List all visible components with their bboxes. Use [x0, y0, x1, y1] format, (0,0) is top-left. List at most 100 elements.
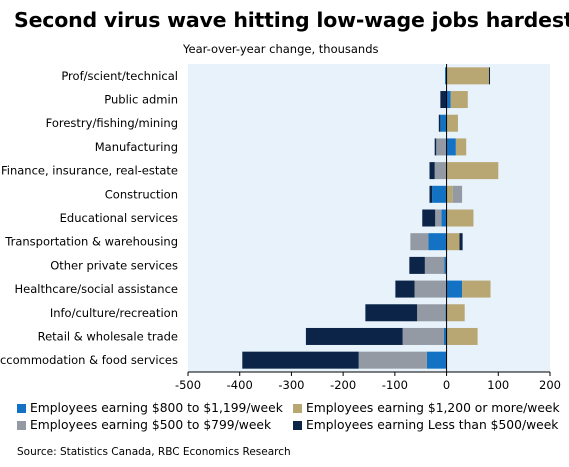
- bar-group: [242, 351, 447, 369]
- bar-segment: [446, 233, 460, 251]
- bar-group: [410, 233, 463, 251]
- legend-swatch-500-799: [17, 420, 26, 430]
- bar-groups: [242, 67, 499, 369]
- bar-segment: [452, 185, 463, 203]
- category-label: Transportation & warehousing: [4, 235, 178, 249]
- bar-segment: [441, 209, 447, 227]
- bar-group: [429, 162, 499, 180]
- bar-segment: [414, 280, 447, 298]
- bar-group: [429, 185, 463, 203]
- bar-segment: [410, 233, 429, 251]
- bar-segment: [446, 138, 456, 156]
- bar-segment: [455, 138, 467, 156]
- bar-segment: [395, 280, 415, 298]
- bar-segment: [402, 327, 444, 345]
- bar-segment: [434, 162, 447, 180]
- bar-segment: [432, 185, 447, 203]
- legend-swatch-1200-plus: [293, 403, 302, 413]
- bar-segment: [422, 209, 436, 227]
- legend-item-under-500: Employees earning Less than $500/week: [293, 418, 558, 432]
- bar-segment: [436, 138, 447, 156]
- bar-group: [395, 280, 491, 298]
- x-axis-ticks: -500 -400 -300 -200 -100 0 100 200: [175, 372, 561, 392]
- category-label: Manufacturing: [95, 140, 178, 154]
- bar-group: [305, 327, 478, 345]
- bar-group: [445, 67, 491, 85]
- x-tick-label: -200: [330, 378, 356, 392]
- legend-item-1200-plus: Employees earning $1,200 or more/week: [293, 401, 560, 415]
- bar-segment: [443, 327, 447, 345]
- bar-segment: [462, 280, 491, 298]
- x-tick-label: 200: [539, 378, 561, 392]
- bar-segment: [445, 67, 447, 85]
- bar-segment: [242, 351, 359, 369]
- bar-segment: [429, 185, 433, 203]
- category-label: Accommodation & food services: [0, 353, 178, 367]
- bar-segment: [435, 209, 442, 227]
- bar-segment: [365, 304, 418, 322]
- category-label: Prof/scient/technical: [61, 69, 178, 83]
- x-tick-label: -400: [227, 378, 253, 392]
- category-label: Other private services: [50, 258, 178, 272]
- bar-group: [434, 138, 467, 156]
- legend-swatch-800-1199: [17, 403, 26, 413]
- bar-segment: [446, 304, 465, 322]
- category-label: Forestry/fishing/mining: [46, 116, 178, 130]
- legend-swatch-under-500: [293, 420, 302, 430]
- stacked-bar-chart: -500 -400 -300 -200 -100 0 100 200 Prof/scient/…: [0, 64, 561, 392]
- category-label: Healthcare/social assistance: [15, 282, 178, 296]
- bar-group: [422, 209, 474, 227]
- bar-group: [409, 256, 447, 274]
- bar-segment: [446, 327, 478, 345]
- category-label: Educational services: [60, 211, 178, 225]
- category-label: Retail & wholesale trade: [38, 329, 178, 343]
- bar-segment: [426, 351, 447, 369]
- bar-segment: [444, 256, 447, 274]
- plot-area: [188, 64, 550, 372]
- bar-segment: [409, 256, 425, 274]
- category-label: Info/culture/recreation: [50, 306, 178, 320]
- legend-label-1200-plus: Employees earning $1,200 or more/week: [306, 401, 560, 415]
- legend-label-500-799: Employees earning $500 to $799/week: [30, 418, 272, 432]
- chart-title: Second virus wave hitting low-wage jobs …: [14, 8, 569, 32]
- category-label: Public admin: [104, 93, 178, 107]
- bar-segment: [446, 185, 453, 203]
- bar-segment: [440, 91, 447, 109]
- bar-segment: [429, 162, 435, 180]
- bar-segment: [440, 114, 447, 132]
- bar-segment: [446, 91, 451, 109]
- bar-segment: [446, 209, 474, 227]
- bar-group: [365, 304, 465, 322]
- bar-segment: [488, 67, 491, 85]
- bar-segment: [450, 91, 468, 109]
- category-label: Construction: [105, 187, 178, 201]
- bar-segment: [434, 138, 437, 156]
- bar-segment: [445, 304, 447, 322]
- bar-group: [438, 114, 458, 132]
- x-tick-label: -100: [382, 378, 408, 392]
- bar-segment: [446, 114, 458, 132]
- bar-segment: [446, 67, 489, 85]
- legend-label-800-1199: Employees earning $800 to $1,199/week: [30, 401, 283, 415]
- bar-group: [440, 91, 468, 109]
- x-tick-label: 100: [487, 378, 509, 392]
- bar-segment: [358, 351, 427, 369]
- bar-segment: [446, 162, 499, 180]
- bar-segment: [446, 280, 463, 298]
- bar-segment: [459, 233, 463, 251]
- bar-segment: [438, 114, 441, 132]
- chart-subtitle: Year-over-year change, thousands: [183, 42, 379, 56]
- bar-segment: [428, 233, 447, 251]
- legend-item-500-799: Employees earning $500 to $799/week: [17, 418, 271, 432]
- x-tick-label: -500: [175, 378, 201, 392]
- bar-segment: [424, 256, 445, 274]
- legend-item-800-1199: Employees earning $800 to $1,199/week: [17, 401, 283, 415]
- source-note: Source: Statistics Canada, RBC Economics…: [17, 446, 291, 458]
- bar-segment: [417, 304, 446, 322]
- bar-segment: [305, 327, 403, 345]
- legend-label-under-500: Employees earning Less than $500/week: [306, 418, 559, 432]
- category-label: Finance, insurance, real-estate: [1, 164, 178, 178]
- x-tick-label: 0: [443, 378, 450, 392]
- x-tick-label: -300: [278, 378, 304, 392]
- category-labels: Prof/scient/technical Public admin Forestr…: [0, 69, 178, 367]
